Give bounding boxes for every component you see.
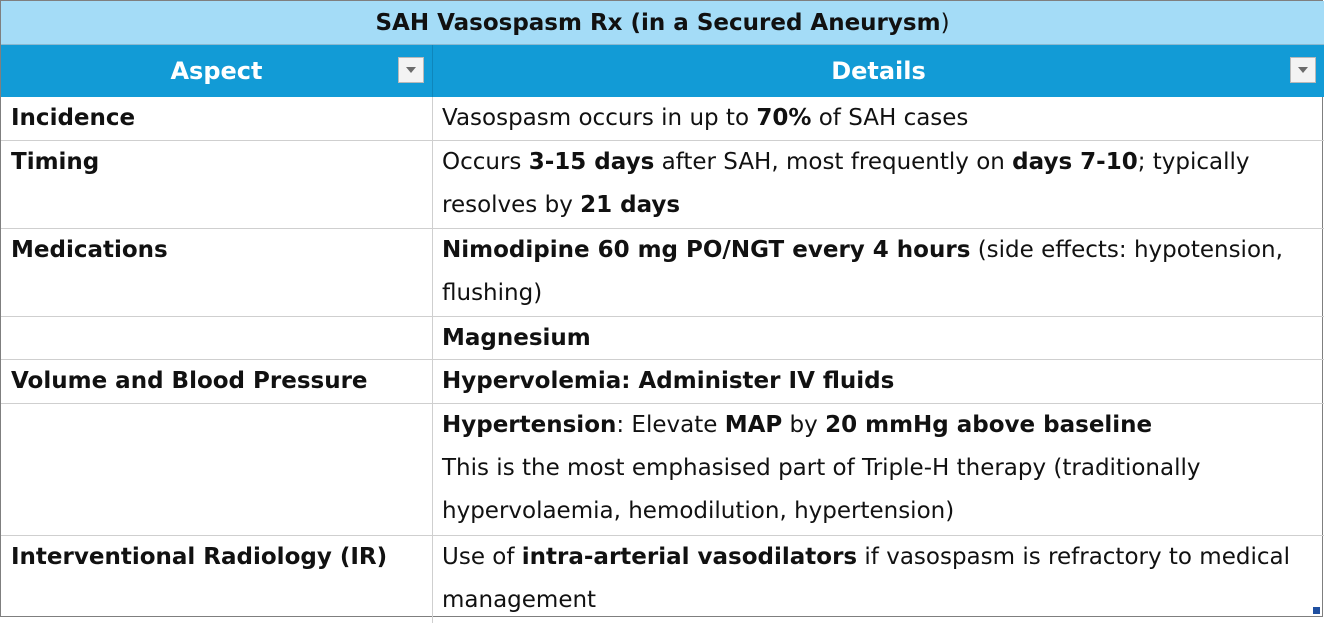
details-bold: Nimodipine 60 mg PO/NGT every 4 hours <box>442 237 971 263</box>
details-line: This is the most emphasised part of Trip… <box>442 455 1201 524</box>
details-text: Vasospasm occurs in up to <box>442 105 757 131</box>
table-row: Magnesium <box>1 317 1324 360</box>
table-title-suffix: ) <box>940 9 950 36</box>
details-text: if vasospasm is refractory to medical ma… <box>442 544 1290 613</box>
details-bold: 70% <box>756 105 812 131</box>
table-resize-handle[interactable] <box>1313 607 1320 614</box>
details-text: by <box>782 412 826 438</box>
aspect-cell[interactable] <box>1 404 433 535</box>
details-cell[interactable]: Hypervolemia: Administer IV fluids <box>433 360 1324 403</box>
aspect-cell[interactable]: Incidence <box>1 97 433 140</box>
details-text: after SAH, most frequently on <box>654 149 1013 175</box>
details-cell[interactable]: Nimodipine 60 mg PO/NGT every 4 hours (s… <box>433 229 1324 316</box>
chevron-down-icon <box>1298 67 1308 73</box>
aspect-cell[interactable]: Timing <box>1 141 433 228</box>
table-row: Timing Occurs 3-15 days after SAH, most … <box>1 141 1324 229</box>
table-row: Interventional Radiology (IR) Use of int… <box>1 536 1324 623</box>
column-header-details[interactable]: Details <box>433 45 1324 97</box>
details-cell[interactable]: Magnesium <box>433 317 1324 359</box>
aspect-cell[interactable] <box>1 317 433 359</box>
table-row: Hypertension: Elevate MAP by 20 mmHg abo… <box>1 404 1324 536</box>
column-header-aspect-label: Aspect <box>170 57 263 85</box>
details-bold: Hypervolemia: Administer IV fluids <box>442 368 895 394</box>
details-bold: 21 days <box>580 192 681 218</box>
table-title-bold: SAH Vasospasm Rx (in a Secured Aneurysm <box>375 9 941 36</box>
details-bold: Hypertension <box>442 412 617 438</box>
details-text: Occurs <box>442 149 529 175</box>
details-line: Hypertension: Elevate MAP by 20 mmHg abo… <box>442 404 1318 447</box>
details-cell[interactable]: Use of intra-arterial vasodilators if va… <box>433 536 1324 623</box>
details-bold: 20 mmHg above baseline <box>825 412 1153 438</box>
details-bold: days 7-10 <box>1012 149 1138 175</box>
details-text: of SAH cases <box>811 105 969 131</box>
details-bold: 3-15 days <box>528 149 655 175</box>
aspect-cell[interactable]: Volume and Blood Pressure <box>1 360 433 403</box>
details-cell[interactable]: Hypertension: Elevate MAP by 20 mmHg abo… <box>433 404 1324 535</box>
details-cell[interactable]: Vasospasm occurs in up to 70% of SAH cas… <box>433 97 1324 140</box>
table-row: Incidence Vasospasm occurs in up to 70% … <box>1 97 1324 141</box>
table-row: Medications Nimodipine 60 mg PO/NGT ever… <box>1 229 1324 317</box>
column-header-details-label: Details <box>831 57 926 85</box>
details-text: ; typically resolves by <box>442 149 1250 218</box>
chevron-down-icon <box>406 67 416 73</box>
column-header-aspect[interactable]: Aspect <box>1 45 433 97</box>
aspect-cell[interactable]: Medications <box>1 229 433 316</box>
filter-dropdown-details[interactable] <box>1290 57 1316 83</box>
filter-dropdown-aspect[interactable] <box>398 57 424 83</box>
details-bold: Magnesium <box>442 325 591 351</box>
table-body: Incidence Vasospasm occurs in up to 70% … <box>1 97 1324 623</box>
details-text: (side effects: hypotension, flushing) <box>442 237 1283 306</box>
table-title[interactable]: SAH Vasospasm Rx (in a Secured Aneurysm) <box>1 1 1324 45</box>
details-text: : Elevate <box>616 412 725 438</box>
header-row: Aspect Details <box>1 45 1324 97</box>
aspect-cell[interactable]: Interventional Radiology (IR) <box>1 536 433 623</box>
details-bold: MAP <box>724 412 783 438</box>
table-row: Volume and Blood Pressure Hypervolemia: … <box>1 360 1324 404</box>
details-cell[interactable]: Occurs 3-15 days after SAH, most frequen… <box>433 141 1324 228</box>
details-bold: intra-arterial vasodilators <box>521 544 858 570</box>
details-text: Use of <box>442 544 522 570</box>
